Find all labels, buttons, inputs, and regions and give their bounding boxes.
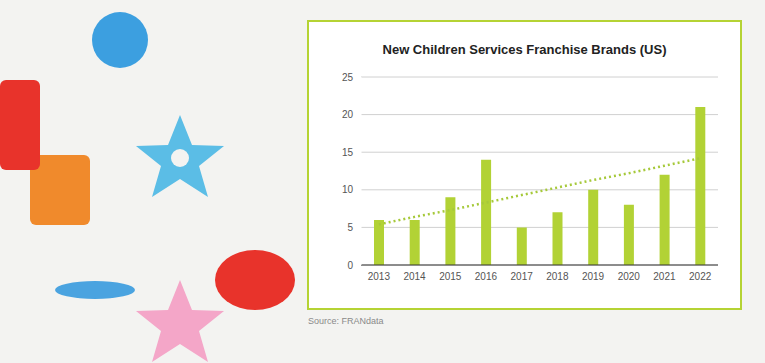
svg-text:2022: 2022 [689, 271, 712, 282]
html-text:New Children Services Franchis: New Children Services Franchise Brands (… [382, 42, 667, 57]
html-text:Source: FRANdata: Source: FRANdata [308, 316, 384, 326]
svg-text:2013: 2013 [368, 271, 391, 282]
svg-text:2016: 2016 [475, 271, 498, 282]
svg-text:2021: 2021 [653, 271, 676, 282]
svg-text:0: 0 [347, 260, 353, 271]
svg-text:2020: 2020 [618, 271, 641, 282]
svg-text:25: 25 [342, 72, 354, 83]
svg-text:20: 20 [342, 109, 354, 120]
svg-text:2015: 2015 [439, 271, 462, 282]
svg-text:2017: 2017 [511, 271, 534, 282]
svg-text:2019: 2019 [582, 271, 605, 282]
svg-text:15: 15 [342, 147, 354, 158]
svg-text:5: 5 [347, 222, 353, 233]
svg-text:2014: 2014 [403, 271, 426, 282]
svg-text:10: 10 [342, 184, 354, 195]
svg-text:2018: 2018 [546, 271, 569, 282]
